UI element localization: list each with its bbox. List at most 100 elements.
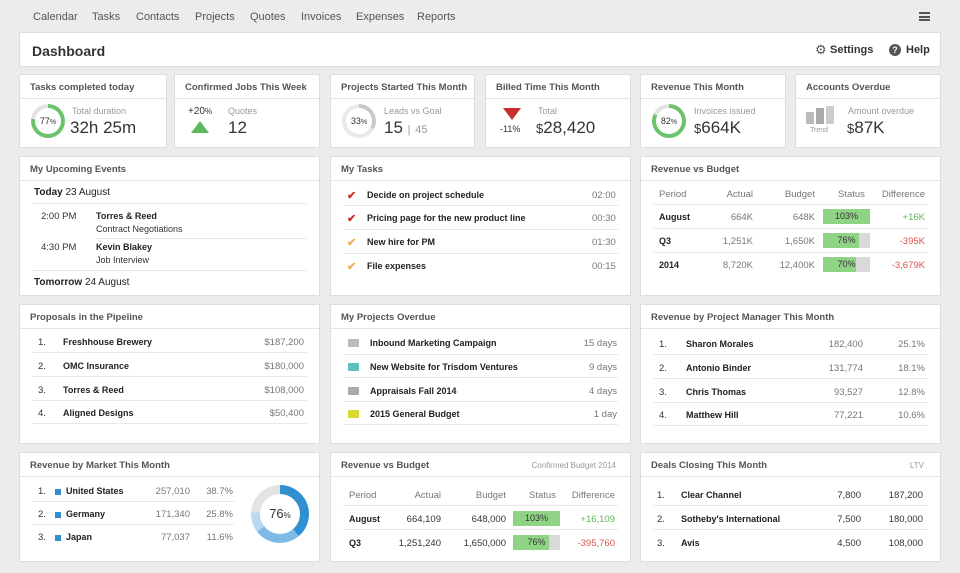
proposal-value: $187,200 — [264, 337, 304, 348]
kpi-value: 32h 25m — [70, 118, 137, 137]
difference-cell: -3,679K — [891, 260, 925, 271]
kpi-change: -11% — [500, 124, 521, 134]
deal-name[interactable]: Avis — [681, 538, 700, 548]
project-overdue-days: 9 days — [589, 362, 617, 373]
col-header: Status — [529, 490, 556, 501]
event-name[interactable]: Kevin Blakey — [96, 242, 153, 252]
task-name[interactable]: File expenses — [367, 261, 427, 271]
event-time: 2:00 PM — [41, 211, 77, 222]
legend-swatch — [55, 512, 61, 518]
card-title: My Projects Overdue — [341, 312, 436, 323]
legend-swatch — [55, 489, 61, 495]
card-title: Confirmed Jobs This Week — [185, 82, 307, 93]
settings-button[interactable]: Settings — [830, 44, 874, 56]
help-button[interactable]: Help — [906, 44, 930, 56]
manager-name[interactable]: Matthew Hill — [686, 410, 739, 420]
manager-name[interactable]: Sharon Morales — [686, 339, 754, 349]
printer-icon — [348, 387, 359, 395]
market-name[interactable]: Germany — [66, 509, 106, 519]
nav-quotes[interactable]: Quotes — [250, 11, 286, 23]
proposal-name[interactable]: Torres & Reed — [63, 385, 124, 395]
arrow-down-icon — [503, 108, 521, 120]
task-name[interactable]: Pricing page for the new product line — [367, 213, 526, 223]
actual-cell: 1,251,240 — [398, 538, 441, 549]
nav-contacts[interactable]: Contacts — [136, 11, 180, 23]
kpi-label: Quotes — [228, 106, 258, 116]
check-icon[interactable]: ✔ — [347, 190, 357, 202]
manager-name[interactable]: Antonio Binder — [686, 363, 751, 373]
nav-calendar[interactable]: Calendar — [33, 11, 78, 23]
row-number: 1. — [38, 486, 46, 497]
donut-chart: 76% — [251, 485, 309, 543]
legend-swatch — [55, 535, 61, 541]
progress-ring: 33% — [342, 104, 376, 138]
period-cell: Q3 — [659, 236, 672, 246]
actual-cell: 664K — [730, 212, 753, 223]
market-name[interactable]: Japan — [66, 532, 93, 542]
project-name[interactable]: 2015 General Budget — [370, 409, 460, 419]
deal-ltv: 180,000 — [888, 514, 923, 525]
event-desc: Contract Negotiations — [96, 224, 183, 234]
status-bar: 76% — [823, 233, 870, 248]
proposal-name[interactable]: Freshhouse Brewery — [63, 337, 153, 347]
difference-cell: -395,760 — [577, 538, 615, 549]
status-bar: 70% — [823, 257, 870, 272]
budget-cell: 648,000 — [471, 514, 506, 525]
market-share: 25.8% — [206, 509, 233, 520]
proposal-name[interactable]: Aligned Designs — [63, 408, 134, 418]
nav-tasks[interactable]: Tasks — [92, 11, 121, 23]
kpi-change: +20% — [188, 106, 213, 117]
deal-value: 7,800 — [837, 490, 861, 501]
check-icon[interactable]: ✔ — [347, 261, 357, 273]
pipeline-card: Proposals in the Pipeline 1. Freshhouse … — [19, 304, 320, 444]
deal-name[interactable]: Sotheby's International — [681, 514, 781, 524]
budget-cell: 12,400K — [779, 260, 815, 271]
check-icon[interactable]: ✔ — [347, 237, 357, 249]
task-name[interactable]: Decide on project schedule — [367, 190, 485, 200]
kpi-value: $664K — [694, 118, 741, 137]
event-name[interactable]: Torres & Reed — [96, 211, 157, 221]
deals-card: Deals Closing This Month LTV 1. Clear Ch… — [640, 452, 941, 562]
task-time: 02:00 — [592, 190, 616, 201]
project-name[interactable]: Inbound Marketing Campaign — [370, 338, 497, 348]
difference-cell: -395K — [899, 236, 925, 247]
nav-expenses[interactable]: Expenses — [356, 11, 405, 23]
revenue-budget-card: Revenue vs Budget Period Actual Budget S… — [640, 156, 941, 296]
task-name[interactable]: New hire for PM — [367, 237, 436, 247]
manager-revenue: 182,400 — [828, 339, 863, 350]
project-name[interactable]: Appraisals Fall 2014 — [370, 386, 457, 396]
dashboard-header: Dashboard ⚙ Settings ? Help — [19, 32, 941, 67]
check-icon[interactable]: ✔ — [347, 213, 357, 225]
kpi-tasks-card: Tasks completed today 77% Total duration… — [19, 74, 167, 148]
row-number: 1. — [38, 337, 46, 348]
col-header: Difference — [571, 490, 615, 501]
nav-invoices[interactable]: Invoices — [301, 11, 342, 23]
tasks-card: My Tasks ✔ Decide on project schedule 02… — [330, 156, 631, 296]
project-overdue-days: 15 days — [583, 338, 617, 349]
row-number: 1. — [657, 490, 665, 501]
nav-reports[interactable]: Reports — [417, 11, 456, 23]
deal-name[interactable]: Clear Channel — [681, 490, 742, 500]
budget-cell: 1,650,000 — [463, 538, 506, 549]
deal-ltv: 187,200 — [888, 490, 923, 501]
arrow-up-icon — [191, 121, 209, 133]
row-number: 2. — [657, 514, 665, 525]
project-overdue-days: 4 days — [589, 386, 617, 397]
market-name[interactable]: United States — [66, 486, 124, 496]
project-name[interactable]: New Website for Trisdom Ventures — [370, 362, 518, 372]
row-number: 3. — [657, 538, 665, 549]
task-time: 00:30 — [592, 213, 616, 224]
proposal-name[interactable]: OMC Insurance — [63, 361, 130, 371]
nav-projects[interactable]: Projects — [195, 11, 235, 23]
deal-value: 7,500 — [837, 514, 861, 525]
gear-icon[interactable]: ⚙ — [815, 42, 827, 57]
revenue-budget-card-2: Revenue vs Budget Confirmed Budget 2014 … — [330, 452, 631, 562]
deal-ltv: 108,000 — [888, 538, 923, 549]
task-time: 01:30 — [592, 237, 616, 248]
row-number: 3. — [38, 385, 46, 396]
manager-name[interactable]: Chris Thomas — [686, 387, 747, 397]
hamburger-menu-icon[interactable] — [919, 12, 930, 21]
help-icon[interactable]: ? — [889, 44, 901, 56]
status-bar: 76% — [513, 535, 560, 550]
card-title: Projects Started This Month — [341, 82, 468, 93]
